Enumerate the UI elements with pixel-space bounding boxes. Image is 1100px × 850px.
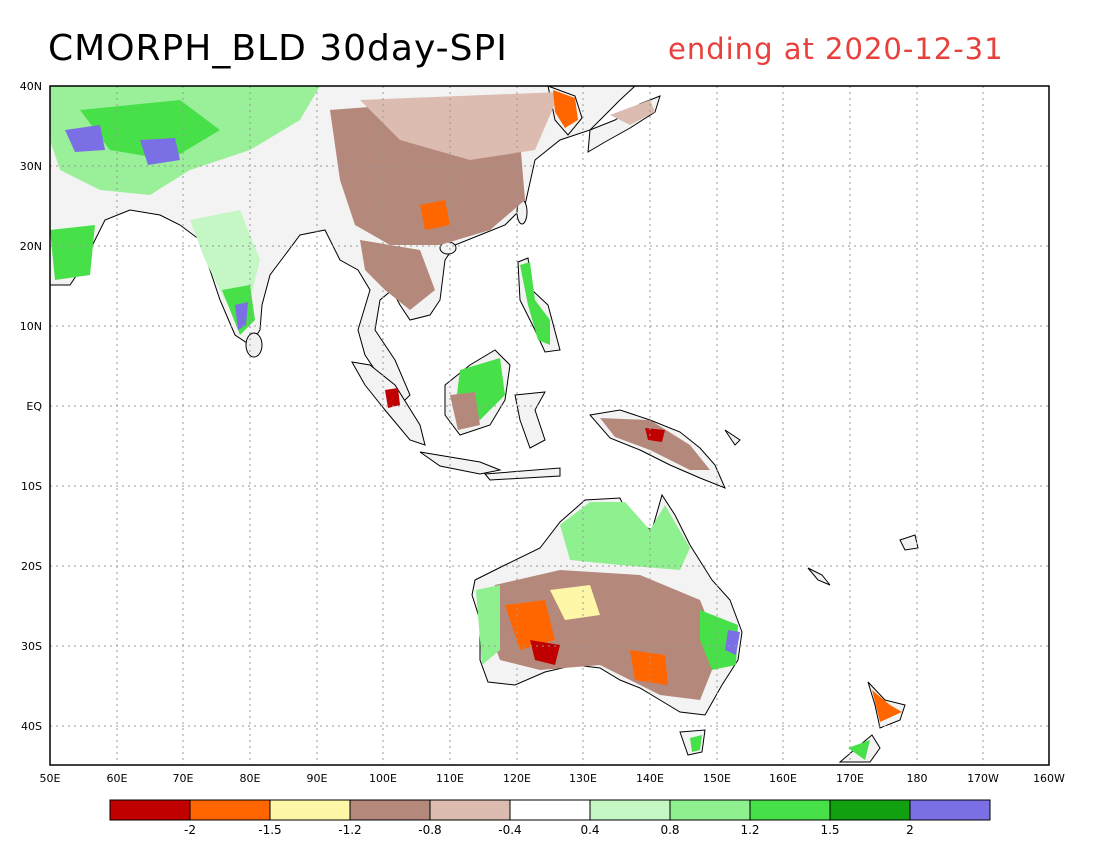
sulawesi (514, 391, 546, 449)
dry-new-zealand (872, 690, 902, 722)
dry-new-guinea (600, 418, 710, 470)
fiji (899, 534, 919, 551)
colorbar-label: 2 (906, 823, 914, 837)
colorbar-label: 0.8 (660, 823, 679, 837)
lat-tick: 30S (21, 640, 42, 653)
dry-patch-china-light (360, 92, 560, 160)
very-dry-china (420, 200, 450, 230)
lon-tick: 50E (40, 772, 61, 785)
very-dry-new-guinea (645, 428, 665, 442)
colorbar-swatch (589, 799, 671, 821)
colorbar-swatch (349, 799, 431, 821)
lesser-sunda (483, 467, 561, 481)
lon-tick: 100E (369, 772, 397, 785)
colorbar-swatch (829, 799, 911, 821)
latitude-axis: 40N 30N 20N 10N EQ 10S 20S 30S 40S (20, 80, 43, 733)
very-wet-central-asia (65, 125, 105, 152)
dry-japan (610, 100, 655, 125)
longitude-axis: 50E 60E 70E 80E 90E 100E 110E 120E 130E … (40, 772, 1066, 785)
colorbar-label: -2 (184, 823, 196, 837)
spi-patches (50, 86, 902, 760)
colorbar-swatch (429, 799, 511, 821)
map-frame (49, 85, 1050, 766)
lat-tick: 40S (21, 720, 42, 733)
lon-tick: 180 (907, 772, 928, 785)
lon-tick: 150E (703, 772, 731, 785)
very-dry-australia-se (630, 650, 668, 685)
map-title: CMORPH_BLD 30day-SPI (48, 28, 508, 69)
colorbar-swatch (749, 799, 831, 821)
lon-tick: 60E (107, 772, 128, 785)
map-subtitle: ending at 2020-12-31 (668, 32, 1004, 66)
colorbar-label: -1.2 (338, 823, 361, 837)
lon-tick: 160W (1033, 772, 1065, 785)
new-caledonia (807, 567, 831, 586)
wet-australia-north (560, 502, 690, 570)
lat-tick: 30N (20, 160, 42, 173)
lon-tick: 160E (769, 772, 797, 785)
lon-tick: 140E (636, 772, 664, 785)
lat-tick: 20N (20, 240, 42, 253)
lon-tick: 70E (173, 772, 194, 785)
colorbar-label: 1.2 (740, 823, 759, 837)
colorbar-label: -0.8 (418, 823, 441, 837)
colorbar-label: -1.5 (258, 823, 281, 837)
lon-tick: 110E (436, 772, 464, 785)
colorbar-swatch (189, 799, 271, 821)
sri-lanka (245, 332, 263, 358)
colorbar-swatch (269, 799, 351, 821)
colorbar-label: 1.5 (820, 823, 839, 837)
solomon-islands (724, 429, 741, 446)
lon-tick: 130E (569, 772, 597, 785)
wet-australia-west (476, 585, 500, 665)
very-wet-india (235, 302, 248, 330)
colorbar-swatch (909, 799, 991, 821)
very-dry-sumatra (385, 388, 400, 408)
very-wet-australia-east (725, 630, 740, 655)
wet-philippines (520, 262, 550, 345)
wet-new-zealand-south (848, 740, 870, 760)
lat-tick: EQ (26, 400, 42, 413)
wet-patch-pakistan (50, 225, 95, 280)
dry-australia-moderate (550, 585, 600, 620)
colorbar-label: -0.4 (498, 823, 521, 837)
colorbar-swatch (109, 799, 191, 821)
wet-tasmania (690, 735, 702, 752)
wet-patch-central-asia-dark (80, 100, 220, 160)
lat-tick: 40N (20, 80, 42, 93)
very-dry-australia-sw (505, 600, 555, 650)
lon-tick: 170E (836, 772, 864, 785)
lat-tick: 20S (21, 560, 42, 573)
dry-korea (553, 90, 578, 128)
colorbar: -2 -1.5 -1.2 -0.8 -0.4 0.4 0.8 1.2 1.5 2 (109, 799, 991, 837)
lon-tick: 80E (240, 772, 261, 785)
lon-tick: 170W (967, 772, 999, 785)
lon-tick: 120E (503, 772, 531, 785)
graticule (50, 86, 1049, 765)
dry-borneo (450, 392, 480, 430)
lat-tick: 10N (20, 320, 42, 333)
lat-tick: 10S (21, 480, 42, 493)
very-wet-central-asia-2 (140, 138, 180, 165)
colorbar-swatch (509, 799, 591, 821)
java (419, 451, 502, 475)
colorbar-swatch (669, 799, 751, 821)
colorbar-label: 0.4 (580, 823, 599, 837)
lon-tick: 90E (307, 772, 328, 785)
wet-australia-east (700, 610, 738, 670)
dry-indochina (360, 240, 435, 310)
